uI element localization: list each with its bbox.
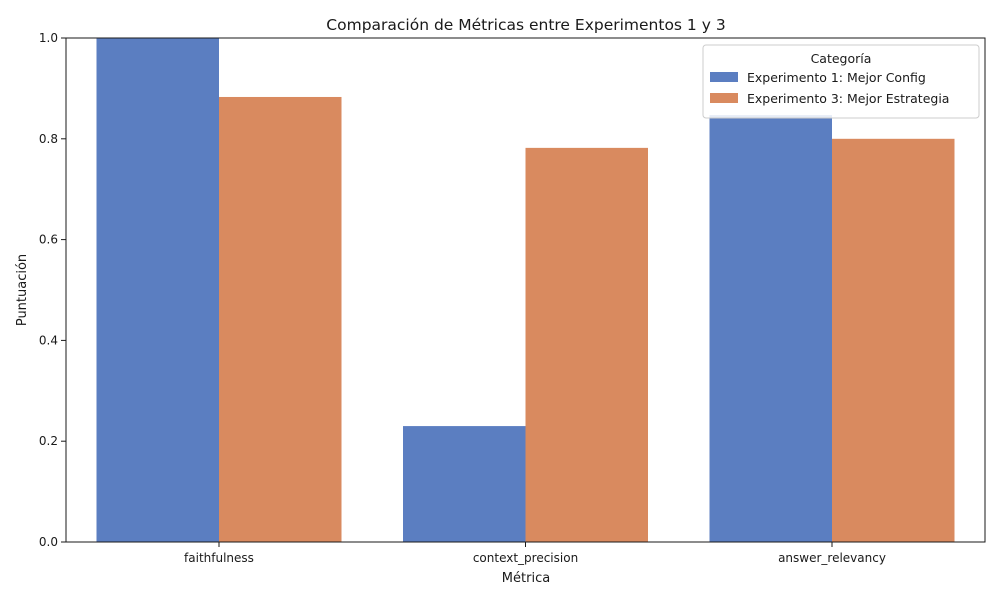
x-tick-label-faithfulness: faithfulness <box>184 551 254 565</box>
bar-faithfulness-series-2 <box>219 96 342 542</box>
x-tick-label-answer_relevancy: answer_relevancy <box>778 551 886 565</box>
y-tick-label: 0.4 <box>39 333 58 347</box>
bar-faithfulness-series-1 <box>96 38 219 542</box>
y-tick-label: 0.8 <box>39 132 58 146</box>
y-tick-label: 1.0 <box>39 31 58 45</box>
bar-context_precision-series-2 <box>525 147 648 542</box>
y-axis: 0.0 0.2 0.4 0.6 0.8 1.0 <box>39 31 66 549</box>
bar-context_precision-series-1 <box>403 426 526 542</box>
y-tick-label: 0.0 <box>39 535 58 549</box>
x-axis-label: Métrica <box>502 571 550 586</box>
legend-swatch-series-2 <box>710 93 738 103</box>
bar-answer_relevancy-series-2 <box>832 138 955 543</box>
legend-label-series-1: Experimento 1: Mejor Config <box>747 70 926 85</box>
y-tick-label: 0.2 <box>39 434 58 448</box>
legend: Categoría Experimento 1: Mejor Config Exp… <box>702 44 980 119</box>
x-axis: faithfulness context_precision answer_rele… <box>184 542 886 565</box>
bar-answer_relevancy-series-1 <box>709 115 832 542</box>
y-tick-label: 0.6 <box>39 233 58 247</box>
x-tick-label-context_precision: context_precision <box>473 551 578 565</box>
bars-layer <box>96 38 955 543</box>
chart-title: Comparación de Métricas entre Experiment… <box>326 16 725 34</box>
legend-swatch-series-1 <box>710 72 738 82</box>
legend-label-series-2: Experimento 3: Mejor Estrategia <box>747 91 949 106</box>
legend-title: Categoría <box>811 51 872 66</box>
legend-box <box>702 44 980 119</box>
y-axis-label: Puntuación <box>15 254 30 326</box>
